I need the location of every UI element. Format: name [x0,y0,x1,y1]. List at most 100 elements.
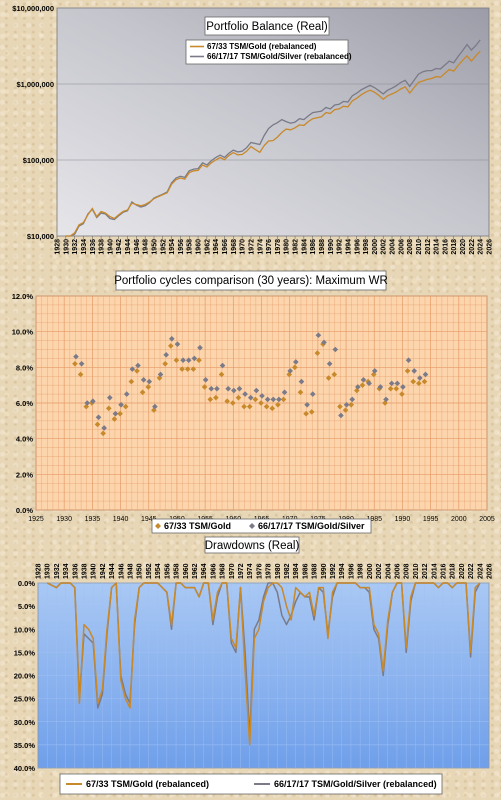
y-tick-label: 6.0% [16,399,33,408]
x-tick-label: 2026 [487,563,494,579]
x-tick-label: 1982 [284,563,291,579]
data-point [174,341,181,347]
x-tick-label: 1985 [366,516,382,523]
x-tick-label: 1938 [82,563,89,579]
data-point [293,359,299,365]
x-tick-label: 2018 [450,563,457,579]
data-point [394,380,401,387]
data-point [422,371,429,378]
x-tick-label: 1992 [330,563,337,579]
y-tick-label: 0.0% [18,579,35,588]
x-tick-label: 1930 [56,516,72,523]
x-tick-label: 2020 [460,239,467,255]
x-tick-label: 1968 [220,563,227,579]
data-point [236,385,243,392]
legend-label: 67/33 TSM/Gold (rebalanced) [207,42,317,51]
data-point [343,401,350,408]
data-point [169,336,175,342]
data-point [276,396,282,403]
data-point [325,375,332,381]
series-line-0 [46,582,481,746]
data-point [287,368,293,374]
y-tick-label: 12.0% [12,292,34,301]
y-tick-label: 40.0% [14,764,36,773]
x-tick-label: 1928 [55,239,62,255]
x-tick-label: 1986 [310,239,317,255]
title-box [115,270,387,291]
x-tick-label: 1966 [210,563,217,579]
data-point [371,368,378,374]
data-point [342,407,349,413]
x-tick-label: 1972 [238,563,245,579]
x-tick-label: 1994 [345,239,352,255]
y-tick-label: 2.0% [16,470,33,479]
data-point [78,360,85,367]
x-tick-label: 1982 [293,239,300,255]
data-point [94,421,101,428]
data-point [411,368,418,374]
data-point [264,396,271,403]
data-point [122,403,129,410]
x-tick-label: 1962 [192,563,199,579]
data-point [269,405,276,412]
x-tick-label: 1954 [169,239,176,255]
x-tick-label: 1942 [116,239,123,255]
x-tick-label: 1980 [275,563,282,579]
legend-label: 67/33 TSM/Gold [164,521,231,531]
x-tick-label: 2024 [478,239,485,255]
x-tick-label: 2012 [422,563,429,579]
title-box [204,536,300,554]
data-point [118,401,124,408]
data-point [90,398,96,405]
data-point [140,377,147,383]
legend-swatch [249,523,255,529]
x-tick-label: 2018 [451,239,458,255]
data-point [84,400,91,406]
data-point [196,357,202,363]
data-point [146,378,153,385]
x-tick-label: 1992 [337,239,344,255]
data-point [112,410,119,417]
x-tick-label: 1944 [125,239,132,255]
x-tick-label: 1950 [151,239,158,255]
data-point [383,396,389,403]
x-tick-label: 1986 [302,563,309,579]
x-tick-label: 1940 [107,239,114,255]
chart-title: Drawdowns (Real) [205,540,300,552]
x-tick-label: 1948 [143,239,150,255]
x-tick-label: 1930 [63,239,70,255]
data-point [315,332,322,339]
x-tick-label: 2002 [376,563,383,579]
x-tick-label: 1970 [229,563,236,579]
x-tick-label: 1960 [196,239,203,255]
x-tick-label: 1994 [339,563,346,579]
data-point [280,396,287,403]
data-point [231,387,237,394]
x-tick-label: 1966 [222,239,229,255]
x-tick-label: 1988 [312,563,319,579]
x-tick-label: 1980 [284,239,291,255]
data-point [399,391,405,397]
x-tick-label: 1974 [257,239,264,255]
data-point [404,368,411,374]
y-tick-label: 35.0% [14,741,36,750]
x-tick-label: 1968 [231,239,238,255]
data-point [106,394,113,401]
x-tick-label: 1938 [99,239,106,255]
data-point [230,400,236,406]
x-tick-label: 1990 [321,563,328,579]
x-tick-label: 2020 [459,563,466,579]
x-tick-label: 2008 [404,563,411,579]
max-wr-chart: 0.0% 2.0% 4.0% 6.0% 8.0% 10.0% 12.0% 1925 1930 19… [12,270,495,534]
x-tick-label: 2022 [469,239,476,255]
data-point [139,389,146,396]
data-point [208,385,215,392]
x-tick-label: 2010 [413,563,420,579]
x-tick-label: 1974 [247,563,254,579]
x-tick-label: 1995 [423,516,439,523]
x-tick-label: 1942 [100,563,107,579]
y-tick-label: 10.0% [12,328,34,337]
data-point [321,339,327,346]
x-tick-label: 1932 [72,239,79,255]
